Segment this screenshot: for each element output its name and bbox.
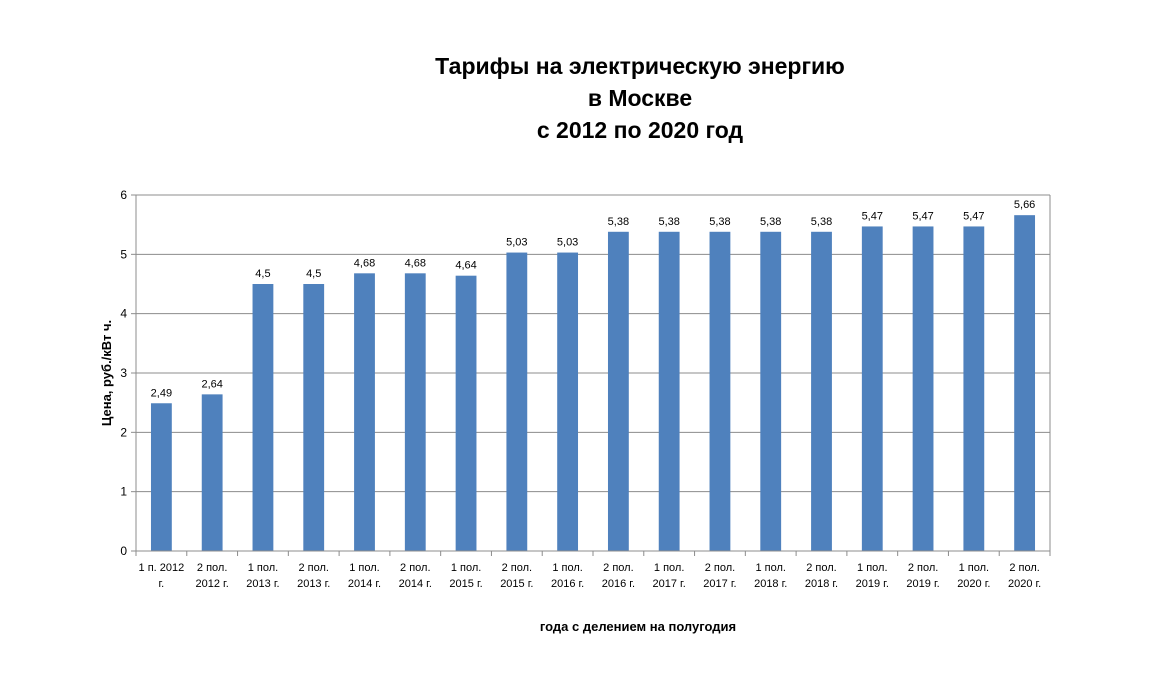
data-label: 5,38	[811, 216, 832, 228]
bar	[607, 231, 629, 551]
grid-lines	[136, 194, 1051, 551]
bar	[404, 273, 426, 551]
data-label: 4,5	[306, 268, 321, 280]
x-tick-label: 2 пол. 2016 г.	[602, 562, 635, 590]
x-tick-label: 2 пол. 2012 г.	[196, 562, 229, 590]
axes	[131, 194, 1051, 556]
x-tick-label: 1 пол. 2017 г.	[653, 562, 686, 590]
bar	[506, 252, 528, 551]
y-tick-label: 1	[120, 485, 127, 499]
x-tick-label: 1 пол. 2013 г.	[246, 562, 279, 590]
bar	[861, 226, 883, 552]
x-tick-label: 1 пол. 2018 г.	[754, 562, 787, 590]
data-label: 5,03	[557, 237, 578, 249]
x-tick-label: 2 пол. 2013 г.	[297, 562, 330, 590]
data-label: 5,66	[1014, 199, 1035, 211]
chart-title-line-3: с 2012 по 2020 год	[536, 117, 744, 143]
data-label: 5,38	[608, 216, 629, 228]
bar	[354, 273, 375, 551]
bar	[455, 275, 477, 551]
data-label: 4,68	[405, 257, 426, 269]
x-tick-label: 1 пол. 2014 г.	[348, 562, 381, 590]
bar	[557, 252, 579, 551]
x-tick-label: 2 пол. 2017 г.	[703, 562, 736, 590]
data-label: 5,38	[760, 216, 781, 228]
bar	[201, 394, 223, 551]
bar	[252, 284, 274, 551]
y-tick-label: 4	[120, 307, 127, 321]
data-label: 2,64	[201, 378, 222, 390]
y-tick-label: 3	[120, 366, 127, 380]
x-tick-label: 2 пол. 2019 г.	[906, 562, 939, 590]
bar	[658, 231, 680, 551]
bar	[1014, 215, 1036, 551]
data-label: 5,47	[912, 210, 933, 222]
x-axis-title: года с делением на полугодия	[540, 619, 736, 634]
chart-title: Тарифы на электрическую энергию в Москве…	[340, 50, 940, 146]
bar	[760, 231, 782, 551]
labels: 0 1 2 3 4 5 6 2,49 1 п. 2012 г. 2,64 2 пол. 2012 г. 4…	[120, 188, 1041, 590]
x-tick-label: 1 пол. 2016 г.	[551, 562, 584, 590]
x-tick-label: 2 пол. 2014 г.	[399, 562, 432, 590]
y-axis-title: Цена, руб./кВт ч.	[99, 320, 114, 426]
bar	[709, 231, 731, 551]
bar	[811, 231, 832, 551]
y-tick-label: 6	[120, 188, 127, 202]
x-tick-label: 2 пол. 2015 г.	[500, 562, 533, 590]
x-tick-label: 1 пол. 2019 г.	[856, 562, 889, 590]
chart-title-line-1: Тарифы на электрическую энергию	[435, 53, 845, 79]
data-label: 4,68	[354, 257, 375, 269]
chart-title-line-2: в Москве	[587, 85, 693, 111]
bar	[303, 284, 325, 551]
data-label: 4,64	[455, 260, 476, 272]
x-tick-label: 2 пол. 2020 г.	[1008, 562, 1041, 590]
x-tick-label: 1 пол. 2015 г.	[449, 562, 482, 590]
y-tick-label: 0	[120, 544, 127, 558]
bar	[963, 226, 985, 552]
data-label: 5,38	[658, 216, 679, 228]
x-tick-label: 2 пол. 2018 г.	[805, 562, 838, 590]
x-tick-label: 1 пол. 2020 г.	[957, 562, 990, 590]
data-label: 5,38	[709, 216, 730, 228]
data-label: 5,47	[862, 210, 883, 222]
y-tick-label: 5	[120, 247, 127, 261]
bar	[912, 226, 934, 552]
bars	[150, 215, 1036, 552]
y-tick-label: 2	[120, 425, 127, 439]
bar	[150, 403, 172, 551]
data-label: 5,47	[963, 210, 984, 222]
data-label: 2,49	[151, 387, 172, 399]
x-tick-label: 1 п. 2012 г.	[139, 562, 185, 590]
data-label: 4,5	[255, 268, 270, 280]
data-label: 5,03	[506, 237, 527, 249]
